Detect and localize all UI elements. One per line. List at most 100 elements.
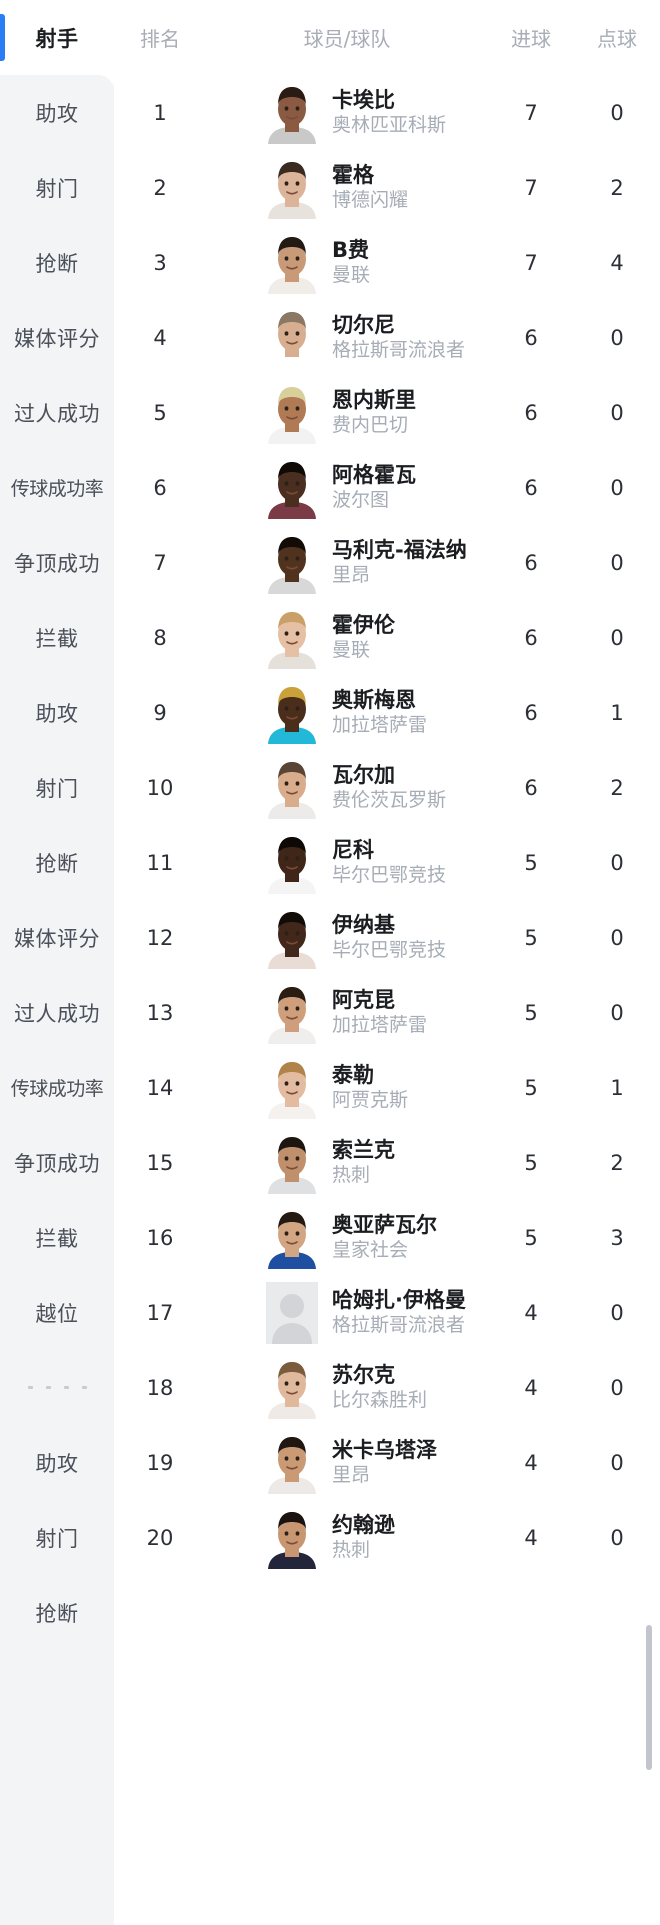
sidebar-item-8[interactable]: 拦截 xyxy=(0,600,114,675)
sidebar-item-17[interactable]: 越位 xyxy=(0,1275,114,1350)
table-row[interactable]: 14 泰勒 阿贾克斯 5 1 xyxy=(114,1050,660,1125)
sidebar-item-4[interactable]: 媒体评分 xyxy=(0,300,114,375)
sidebar-item-label: 抢断 xyxy=(35,851,79,876)
cell-player[interactable]: 索兰克 热刺 xyxy=(206,1132,488,1194)
sidebar-item-0[interactable]: 射手 xyxy=(0,0,114,75)
table-row[interactable]: 19 米卡乌塔泽 里昂 4 0 xyxy=(114,1425,660,1500)
sidebar-item-6[interactable]: 传球成功率 xyxy=(0,450,114,525)
table-row[interactable]: 10 瓦尔加 费伦茨瓦罗斯 6 2 xyxy=(114,750,660,825)
table-row[interactable]: 15 索兰克 热刺 5 2 xyxy=(114,1125,660,1200)
cell-rank: 18 xyxy=(146,1375,174,1400)
table-row[interactable]: 7 马利克-福法纳 里昂 6 0 xyxy=(114,525,660,600)
cell-goals: 6 xyxy=(524,700,538,725)
table-row[interactable]: 6 阿格霍瓦 波尔图 6 0 xyxy=(114,450,660,525)
player-name-block: 卡埃比 奥林匹亚科斯 xyxy=(332,88,446,137)
cell-penalties: 0 xyxy=(610,100,624,125)
table-row[interactable]: 11 尼科 毕尔巴鄂竞技 5 0 xyxy=(114,825,660,900)
sidebar-item-label: 射手 xyxy=(35,26,79,51)
sidebar-item-7[interactable]: 争顶成功 xyxy=(0,525,114,600)
cell-player[interactable]: B费 曼联 xyxy=(206,232,488,294)
table-row[interactable]: 3 B费 曼联 7 4 xyxy=(114,225,660,300)
cell-player[interactable]: 瓦尔加 费伦茨瓦罗斯 xyxy=(206,757,488,819)
table-row[interactable]: 1 卡埃比 奥林匹亚科斯 7 0 xyxy=(114,75,660,150)
scrollbar-thumb[interactable] xyxy=(646,1625,652,1770)
cell-rank: 2 xyxy=(153,175,167,200)
player-avatar-icon xyxy=(266,682,318,744)
sidebar-item-3[interactable]: 抢断 xyxy=(0,225,114,300)
player-avatar-icon xyxy=(266,832,318,894)
table-row[interactable]: 17 哈姆扎·伊格曼 格拉斯哥流浪者 4 0 xyxy=(114,1275,660,1350)
cell-rank: 1 xyxy=(153,100,167,125)
cell-player[interactable]: 恩内斯里 费内巴切 xyxy=(206,382,488,444)
cell-player[interactable]: 切尔尼 格拉斯哥流浪者 xyxy=(206,307,488,369)
sidebar-item-11[interactable]: 抢断 xyxy=(0,825,114,900)
sidebar-item-16[interactable]: 拦截 xyxy=(0,1200,114,1275)
cell-goals: 6 xyxy=(524,775,538,800)
cell-player[interactable]: 霍格 博德闪耀 xyxy=(206,157,488,219)
player-name-block: 索兰克 热刺 xyxy=(332,1138,395,1187)
cell-player[interactable]: 尼科 毕尔巴鄂竞技 xyxy=(206,832,488,894)
cell-player[interactable]: 约翰逊 热刺 xyxy=(206,1507,488,1569)
cell-goals: 5 xyxy=(524,1225,538,1250)
player-name-block: 阿克昆 加拉塔萨雷 xyxy=(332,988,427,1037)
player-avatar-icon xyxy=(266,1357,318,1419)
cell-player[interactable]: 泰勒 阿贾克斯 xyxy=(206,1057,488,1119)
cell-player[interactable]: 霍伊伦 曼联 xyxy=(206,607,488,669)
player-name: 索兰克 xyxy=(332,1138,395,1162)
player-name-block: B费 曼联 xyxy=(332,238,370,287)
cell-player[interactable]: 哈姆扎·伊格曼 格拉斯哥流浪者 xyxy=(206,1281,488,1344)
sidebar-item-label: 越位 xyxy=(35,1301,79,1326)
sidebar-item-5[interactable]: 过人成功 xyxy=(0,375,114,450)
sidebar-item-14[interactable]: 传球成功率 xyxy=(0,1050,114,1125)
cell-rank: 16 xyxy=(146,1225,174,1250)
cell-rank: 11 xyxy=(146,850,174,875)
cell-player[interactable]: 奥斯梅恩 加拉塔萨雷 xyxy=(206,682,488,744)
table-row[interactable]: 12 伊纳基 毕尔巴鄂竞技 5 0 xyxy=(114,900,660,975)
team-name: 格拉斯哥流浪者 xyxy=(332,339,466,362)
category-sidebar[interactable]: 射手 助攻 射门 抢断 媒体评分 过人成功 传球成功率 争顶成功 拦截 助攻 射门 抢断 媒体评分 过人成… xyxy=(0,0,114,1925)
table-row[interactable]: 2 霍格 博德闪耀 7 2 xyxy=(114,150,660,225)
table-row[interactable]: 20 约翰逊 热刺 4 0 xyxy=(114,1500,660,1575)
sidebar-item-label: 助攻 xyxy=(35,701,79,726)
sidebar-item-12[interactable]: 媒体评分 xyxy=(0,900,114,975)
cell-rank: 15 xyxy=(146,1150,174,1175)
cell-player[interactable]: 伊纳基 毕尔巴鄂竞技 xyxy=(206,907,488,969)
sidebar-item-9[interactable]: 助攻 xyxy=(0,675,114,750)
sidebar-item-19[interactable]: 助攻 xyxy=(0,1425,114,1500)
sidebar-item-label: 过人成功 xyxy=(14,401,100,426)
cell-player[interactable]: 卡埃比 奥林匹亚科斯 xyxy=(206,82,488,144)
player-avatar-icon xyxy=(266,457,318,519)
cell-player[interactable]: 奥亚萨瓦尔 皇家社会 xyxy=(206,1207,488,1269)
cell-rank: 3 xyxy=(153,250,167,275)
cell-player[interactable]: 苏尔克 比尔森胜利 xyxy=(206,1357,488,1419)
sidebar-item-1[interactable]: 助攻 xyxy=(0,75,114,150)
cell-goals: 4 xyxy=(524,1300,538,1325)
cell-player[interactable]: 米卡乌塔泽 里昂 xyxy=(206,1432,488,1494)
cell-player[interactable]: 阿克昆 加拉塔萨雷 xyxy=(206,982,488,1044)
team-name: 曼联 xyxy=(332,639,371,662)
cell-player[interactable]: 阿格霍瓦 波尔图 xyxy=(206,457,488,519)
table-row[interactable]: 16 奥亚萨瓦尔 皇家社会 5 3 xyxy=(114,1200,660,1275)
table-row[interactable]: 13 阿克昆 加拉塔萨雷 5 0 xyxy=(114,975,660,1050)
cell-goals: 4 xyxy=(524,1375,538,1400)
table-row[interactable]: 4 切尔尼 格拉斯哥流浪者 6 0 xyxy=(114,300,660,375)
cell-player[interactable]: 马利克-福法纳 里昂 xyxy=(206,532,488,594)
table-row[interactable]: 9 奥斯梅恩 加拉塔萨雷 6 1 xyxy=(114,675,660,750)
column-header-penalties: 点球 xyxy=(597,27,637,51)
sidebar-item-13[interactable]: 过人成功 xyxy=(0,975,114,1050)
sidebar-item-15[interactable]: 争顶成功 xyxy=(0,1125,114,1200)
sidebar-item-21[interactable]: 抢断 xyxy=(0,1575,114,1650)
table-row[interactable]: 5 恩内斯里 费内巴切 6 0 xyxy=(114,375,660,450)
player-name-block: 苏尔克 比尔森胜利 xyxy=(332,1363,427,1412)
cell-rank: 13 xyxy=(146,1000,174,1025)
sidebar-item-10[interactable]: 射门 xyxy=(0,750,114,825)
team-name: 曼联 xyxy=(332,264,371,287)
table-row[interactable]: 8 霍伊伦 曼联 6 0 xyxy=(114,600,660,675)
table-row[interactable]: 18 苏尔克 比尔森胜利 4 0 xyxy=(114,1350,660,1425)
player-avatar-icon xyxy=(266,1057,318,1119)
player-avatar-icon xyxy=(266,1132,318,1194)
sidebar-item-20[interactable]: 射门 xyxy=(0,1500,114,1575)
team-name: 毕尔巴鄂竞技 xyxy=(332,864,447,887)
sidebar-item-2[interactable]: 射门 xyxy=(0,150,114,225)
